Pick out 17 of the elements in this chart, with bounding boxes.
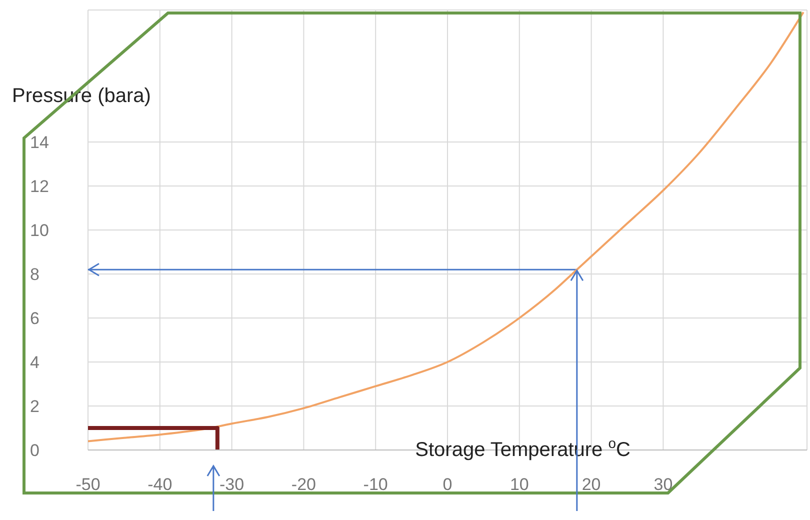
y-tick-label: 0 (30, 441, 40, 460)
y-tick-label: 4 (30, 353, 40, 372)
y-tick-label: 6 (30, 309, 40, 328)
y-tick-label: 2 (30, 397, 40, 416)
y-tick-label: 10 (30, 221, 49, 240)
y-tick-label: 12 (30, 177, 49, 196)
x-tick-label: 0 (442, 475, 452, 494)
x-tick-label: 10 (510, 475, 529, 494)
x-tick-label: -30 (220, 475, 244, 494)
y-tick-label: 14 (30, 133, 49, 152)
x-tick-label: 30 (654, 475, 673, 494)
x-tick-label: -10 (363, 475, 388, 494)
x-tick-label: -50 (76, 475, 100, 494)
y-tick-label: 8 (30, 265, 40, 284)
x-tick-label: 20 (582, 475, 601, 494)
x-tick-label: -40 (148, 475, 172, 494)
x-tick-label: -20 (291, 475, 316, 494)
